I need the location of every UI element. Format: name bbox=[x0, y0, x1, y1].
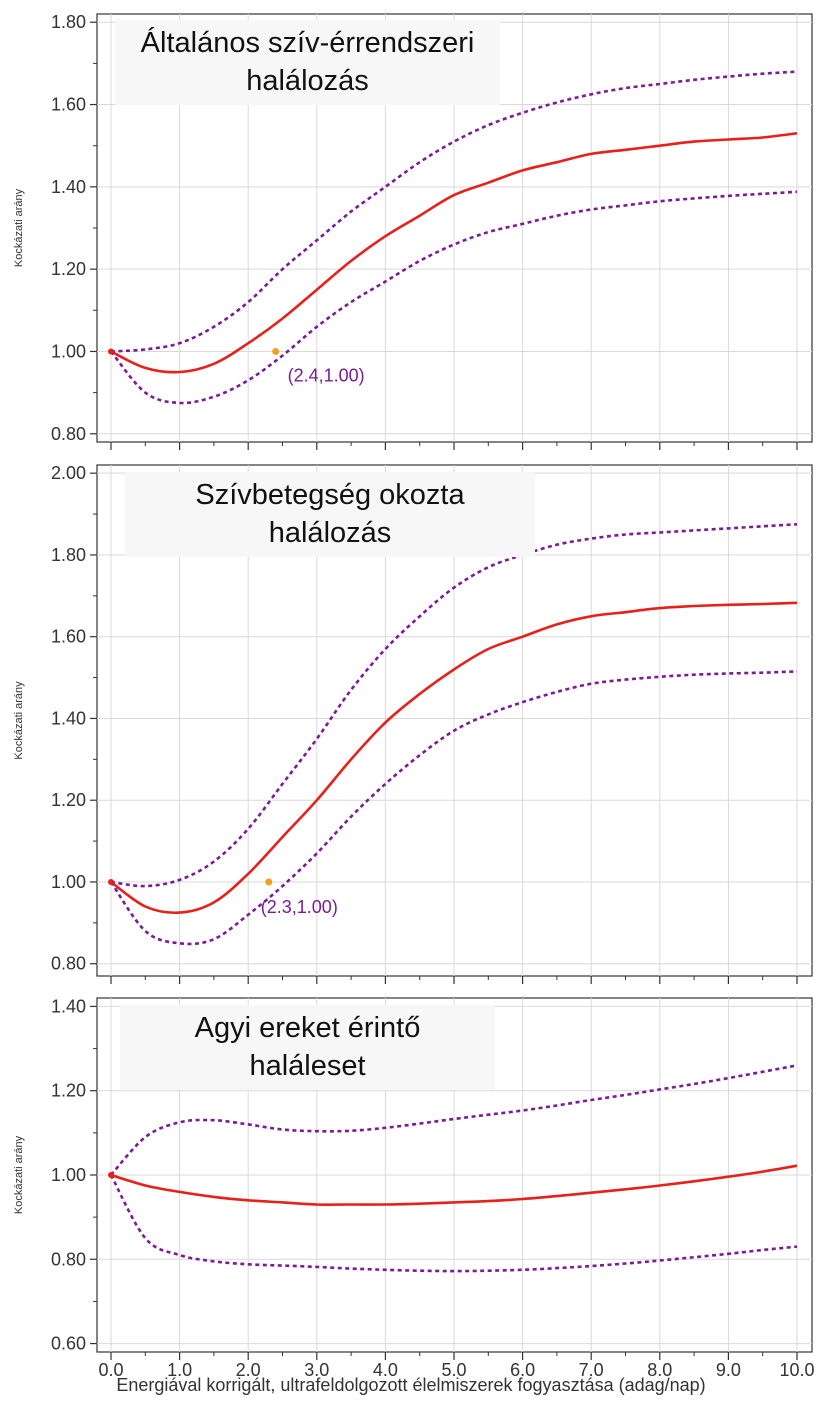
origin-point bbox=[108, 878, 114, 885]
y-tick-label: 1.80 bbox=[51, 545, 86, 565]
y-tick-label: 2.00 bbox=[51, 463, 86, 483]
y-tick-label: 0.60 bbox=[51, 1334, 86, 1354]
y-axis-label: Kockázati arány bbox=[13, 188, 25, 267]
series-line-lower-ci bbox=[109, 1174, 798, 1273]
chart-panels: 0.80 1.00 1.20 1.40 1.60 1.80 Kockázati arány (… bbox=[13, 12, 813, 1360]
chart-title-line-2: halálozás bbox=[246, 65, 369, 97]
x-tick-label: 8.0 bbox=[647, 1360, 672, 1380]
title-background bbox=[125, 472, 535, 557]
chart-panel-1: 0.80 1.00 1.20 1.40 1.60 1.80 Kockázati arány (… bbox=[13, 12, 813, 450]
chart-title-line-2: halálozás bbox=[269, 517, 392, 549]
chart-panel-2: 0.80 1.00 1.20 1.40 1.60 1.80 2.00 Kockázati ar… bbox=[13, 463, 813, 984]
series-line-upper-ci bbox=[110, 523, 798, 888]
chart-title-line-1: Általános szív-érrendszeri bbox=[141, 26, 475, 59]
y-tick-label: 1.40 bbox=[51, 708, 86, 728]
x-tick-label: 4.0 bbox=[373, 1360, 398, 1380]
series-line-lower-ci bbox=[109, 670, 798, 946]
annotation-label: (2.3,1.00) bbox=[261, 897, 338, 917]
x-tick-label: 3.0 bbox=[304, 1360, 329, 1380]
y-tick-label: 1.00 bbox=[51, 872, 86, 892]
series-line-estimate bbox=[110, 132, 798, 374]
series-line-estimate bbox=[110, 1164, 798, 1206]
x-tick-label: 10.0 bbox=[779, 1360, 814, 1380]
origin-point bbox=[108, 348, 114, 355]
annotation-point bbox=[272, 347, 280, 355]
y-tick-label: 1.00 bbox=[51, 1165, 86, 1185]
y-tick-label: 1.20 bbox=[51, 1081, 86, 1101]
x-axis: 0.0 1.0 2.0 3.0 4.0 5.0 6.0 7.0 8.0 9.0 10.0 bbox=[98, 1360, 814, 1380]
chart-title-line-1: Agyi ereket érintő bbox=[195, 1012, 421, 1044]
y-tick-label: 1.60 bbox=[51, 627, 86, 647]
chart-panel-3: 0.60 0.80 1.00 1.20 1.40 Kockázati arány Agyi … bbox=[13, 996, 813, 1360]
y-axis-label: Kockázati arány bbox=[13, 681, 25, 760]
y-tick-label: 1.80 bbox=[51, 12, 86, 32]
x-tick-label: 6.0 bbox=[510, 1360, 535, 1380]
title-background bbox=[115, 20, 500, 105]
series-line-lower-ci bbox=[109, 190, 798, 405]
origin-point bbox=[108, 1172, 114, 1178]
y-tick-label: 1.20 bbox=[51, 790, 86, 810]
x-tick-label: 0.0 bbox=[98, 1360, 123, 1380]
y-tick-label: 0.80 bbox=[51, 1249, 86, 1269]
x-tick-label: 1.0 bbox=[167, 1360, 192, 1380]
chart-title-line-1: Szívbetegség okozta bbox=[195, 479, 465, 511]
x-tick-label: 7.0 bbox=[579, 1360, 604, 1380]
series-line-estimate bbox=[110, 601, 798, 915]
y-axis-label: Kockázati arány bbox=[13, 1135, 25, 1214]
x-tick-label: 9.0 bbox=[716, 1360, 741, 1380]
x-tick-label: 5.0 bbox=[441, 1360, 466, 1380]
x-axis-label: Energiával korrigált, ultrafeldolgozott … bbox=[116, 1375, 705, 1395]
x-tick-label: 2.0 bbox=[236, 1360, 261, 1380]
y-tick-label: 1.20 bbox=[51, 259, 86, 279]
y-tick-label: 1.40 bbox=[51, 996, 86, 1016]
chart-title-line-2: haláleset bbox=[249, 1050, 365, 1082]
y-tick-label: 1.40 bbox=[51, 177, 86, 197]
y-tick-label: 1.60 bbox=[51, 95, 86, 115]
y-tick-label: 0.80 bbox=[51, 954, 86, 974]
title-background bbox=[120, 1005, 495, 1090]
y-tick-label: 0.80 bbox=[51, 424, 86, 444]
y-tick-label: 1.00 bbox=[51, 341, 86, 361]
annotation-label: (2.4,1.00) bbox=[288, 365, 365, 385]
annotation-point bbox=[265, 878, 273, 886]
